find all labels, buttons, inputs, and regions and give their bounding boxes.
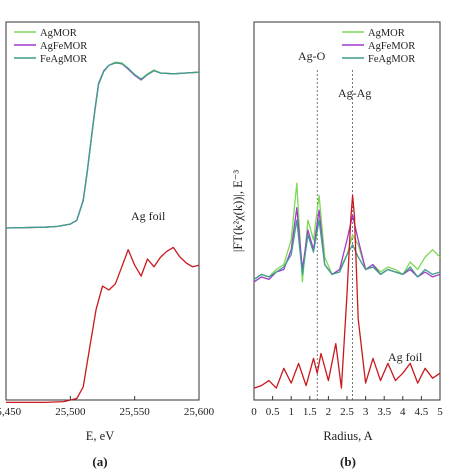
series-line-ag-foil bbox=[6, 246, 200, 404]
panel-b-annotation-ag-o: Ag-O bbox=[298, 49, 326, 63]
panel-b-y-axis-label: |FT(k²χ(k))|, E⁻³ bbox=[231, 170, 245, 253]
x-tick-label: 25,550 bbox=[120, 406, 151, 418]
series-line-agmor bbox=[253, 182, 441, 283]
series-line-ag-foil bbox=[253, 194, 441, 389]
x-tick-label: 25,500 bbox=[55, 406, 86, 418]
panel-b-x-axis-label: Radius, A bbox=[323, 429, 372, 443]
legend-label-feagmor: FeAgMOR bbox=[368, 54, 415, 65]
panel-b-legend: AgMOR AgFeMOR FeAgMOR bbox=[342, 28, 415, 65]
x-tick-label: 4 bbox=[400, 406, 406, 418]
x-tick-label: 1.5 bbox=[303, 406, 317, 418]
legend-label-feagmor: FeAgMOR bbox=[40, 54, 87, 65]
panel-a-legend: AgMOR AgFeMOR FeAgMOR bbox=[14, 28, 87, 65]
panel-b-x-ticks: 0 0.5 1 1.5 2 2.5 3 3.5 4 4.5 5 bbox=[251, 396, 443, 418]
series-line-agfemor bbox=[253, 207, 441, 283]
legend-label-agmor: AgMOR bbox=[368, 28, 405, 39]
series-line-feagmor bbox=[253, 219, 441, 280]
panel-a-label: (a) bbox=[92, 454, 107, 469]
x-tick-label: 3 bbox=[363, 406, 369, 418]
x-tick-label: 5 bbox=[437, 406, 443, 418]
panel-b-plot-area bbox=[253, 70, 441, 400]
x-tick-label: 3.5 bbox=[377, 406, 391, 418]
panel-b-frame bbox=[253, 21, 441, 401]
x-tick-label: 1 bbox=[288, 406, 294, 418]
panel-b: 0 0.5 1 1.5 2 2.5 3 3.5 4 4.5 5 |FT(k²χ(k))|, E⁻³ … bbox=[231, 21, 443, 469]
series-line-feagmor bbox=[5, 62, 200, 229]
panel-a-plot-area bbox=[5, 61, 200, 404]
panel-b-annotation-ag-foil: Ag foil bbox=[388, 350, 423, 364]
panel-a-annotation-ag-foil: Ag foil bbox=[131, 209, 166, 223]
panel-b-label: (b) bbox=[340, 454, 356, 469]
x-tick-label: 2 bbox=[326, 406, 332, 418]
panel-b-annotation-ag-ag: Ag-Ag bbox=[338, 86, 371, 100]
x-tick-label: 25,450 bbox=[0, 406, 22, 418]
panel-a-x-axis-label: E, eV bbox=[86, 429, 114, 443]
legend-label-agmor: AgMOR bbox=[40, 28, 77, 39]
x-tick-label: 2.5 bbox=[340, 406, 354, 418]
legend-label-agfemor: AgFeMOR bbox=[40, 41, 87, 52]
legend-label-agfemor: AgFeMOR bbox=[368, 41, 415, 52]
x-tick-label: 25,600 bbox=[184, 406, 215, 418]
panel-a: 25,450 25,500 25,550 25,600 E, eV (a) Ag fo… bbox=[0, 21, 215, 469]
panel-a-x-ticks: 25,450 25,500 25,550 25,600 bbox=[0, 396, 215, 418]
x-tick-label: 4.5 bbox=[415, 406, 429, 418]
series-line-agfemor bbox=[5, 62, 200, 229]
panel-a-frame bbox=[5, 21, 200, 401]
x-tick-label: 0.5 bbox=[266, 406, 280, 418]
x-tick-label: 0 bbox=[251, 406, 257, 418]
series-line-agmor bbox=[5, 61, 200, 229]
